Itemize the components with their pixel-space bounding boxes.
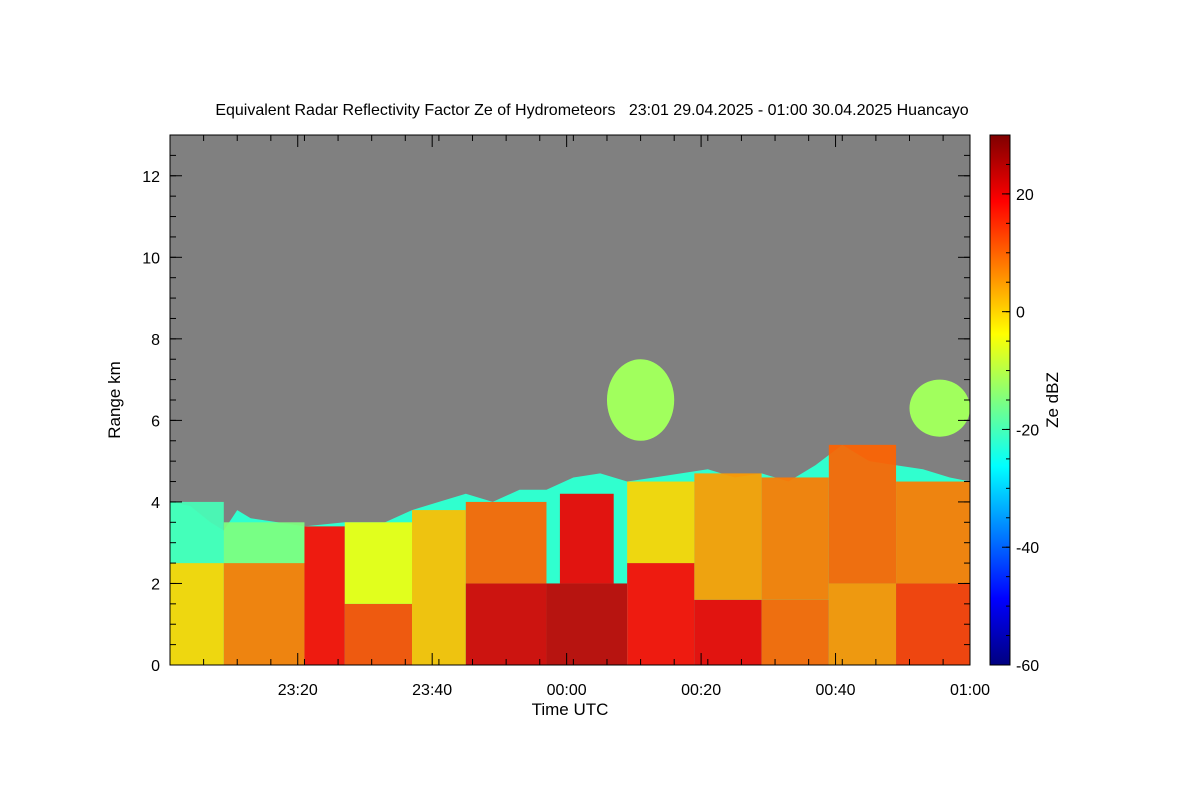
y-tick-label: 4 [151,495,160,512]
reflectivity-cell [828,444,897,584]
elevated-cloud-layer [606,359,675,441]
x-tick-label: 00:20 [681,682,721,699]
reflectivity-cell [465,583,547,665]
y-tick-label: 2 [151,576,160,593]
reflectivity-cell [761,599,829,665]
x-axis-label: Time UTC [532,700,609,719]
colorbar: -60 -40 -20 0 20 Ze dBZ [989,134,1062,675]
elevated-cloud-layer [909,379,970,437]
colorbar-tick-label: 20 [1016,187,1034,204]
y-axis-label: Range km [105,361,124,438]
x-tick-label: 00:00 [547,682,587,699]
reflectivity-cell [344,603,413,665]
reflectivity-cell [694,473,762,600]
reflectivity-cell [559,493,614,584]
reflectivity-cell [546,583,628,665]
colorbar-tick-label: -40 [1016,540,1039,557]
x-tick-label: 01:00 [950,682,990,699]
reflectivity-cell [223,522,305,564]
colorbar-ticks: -60 -40 -20 0 20 [1002,134,1039,675]
reflectivity-cell [465,501,547,584]
reflectivity-cell [761,477,829,600]
colorbar-tick-label: -20 [1016,422,1039,439]
y-tick-label: 8 [151,332,160,349]
reflectivity-cell [223,563,305,665]
colorbar-label: Ze dBZ [1043,372,1062,428]
reflectivity-cell [828,583,897,665]
x-tick-label: 23:40 [412,682,452,699]
reflectivity-cell [896,583,970,665]
chart-title: Equivalent Radar Reflectivity Factor Ze … [215,102,968,119]
y-tick-label: 0 [151,658,160,675]
x-tick-label: 23:20 [278,682,318,699]
reflectivity-echo [170,359,970,665]
reflectivity-cell [344,522,413,604]
reflectivity-cell [627,481,695,564]
y-tick-label: 10 [142,250,160,267]
y-tick-label: 6 [151,413,160,430]
plot-area [169,134,971,666]
y-tick-label: 12 [142,169,160,186]
reflectivity-cell [694,599,762,665]
reflectivity-cell [412,510,466,665]
reflectivity-cell [627,563,695,665]
reflectivity-cell [896,481,970,584]
x-tick-label: 00:40 [816,682,856,699]
y-axis: 0 2 4 6 8 10 12 [142,134,970,675]
reflectivity-cell [170,501,224,564]
colorbar-tick-label: 0 [1016,305,1025,322]
x-axis: 23:20 23:40 00:00 00:20 00:40 01:00 [169,135,990,699]
colorbar-tick-label: -60 [1016,658,1039,675]
reflectivity-cell [304,526,345,665]
reflectivity-cell [170,563,224,665]
